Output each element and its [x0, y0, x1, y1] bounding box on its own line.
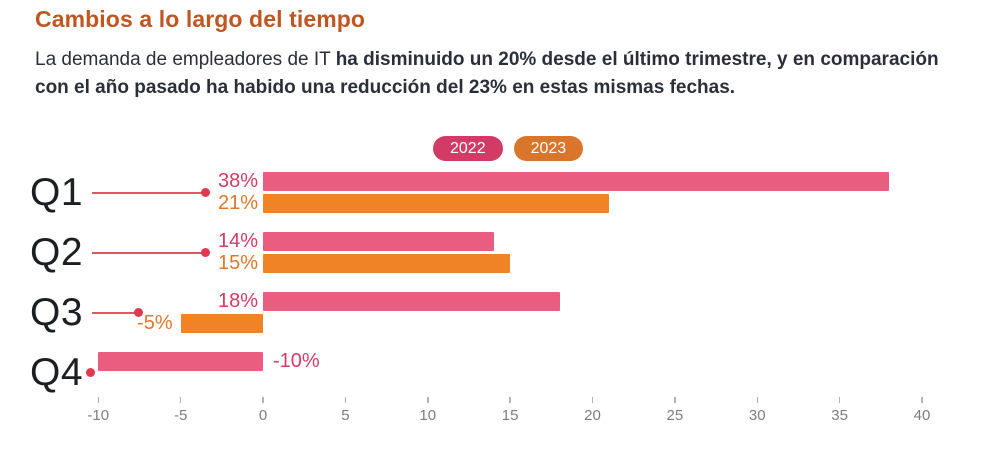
- value-label-2022-q4: -10%: [273, 350, 320, 372]
- leader-line-q2: [92, 252, 205, 254]
- x-axis-tick-20: [591, 397, 594, 403]
- x-axis-tick-30: [756, 397, 758, 403]
- x-axis-label--5: -5: [173, 407, 188, 424]
- x-axis-tick-40: [921, 397, 923, 403]
- bar-2023-q1: [263, 194, 609, 213]
- value-label-2022-q2: 14%: [217, 230, 258, 252]
- bar-2022-q2: [263, 232, 494, 251]
- leader-dot-q3: [134, 308, 143, 317]
- category-label-q3: Q3: [30, 291, 84, 334]
- bar-2022-q1: [263, 172, 890, 191]
- bar-2023-q3: [180, 314, 263, 333]
- value-label-2023-q1: 21%: [217, 192, 258, 214]
- bar-2023-q2: [263, 254, 511, 273]
- value-label-2022-q1: 38%: [217, 170, 258, 192]
- leader-dot-q2: [201, 248, 210, 257]
- subtitle-bold-text: ha disminuido un 20% desde el último tri…: [35, 49, 939, 98]
- x-axis-tick--10: [97, 397, 99, 403]
- legend-pill-2022[interactable]: 2022: [433, 136, 503, 161]
- x-axis-label-25: 25: [666, 407, 684, 424]
- x-axis-label-35: 35: [831, 407, 848, 424]
- x-axis-tick--5: [179, 397, 182, 403]
- chart-legend: 2022 2023: [433, 136, 584, 161]
- category-label-q4: Q4: [30, 351, 84, 394]
- legend-pill-2023[interactable]: 2023: [513, 136, 584, 161]
- x-axis-label-15: 15: [501, 407, 519, 424]
- leader-dot-q4: [86, 368, 95, 377]
- x-axis-tick-5: [344, 397, 347, 403]
- x-axis-label-40: 40: [913, 407, 931, 424]
- category-label-q2: Q2: [30, 231, 84, 274]
- x-axis-tick-15: [509, 397, 511, 403]
- x-axis-tick-25: [674, 397, 676, 403]
- value-label-2022-q3: 18%: [217, 290, 258, 312]
- leader-line-q3: [92, 312, 138, 314]
- value-label-2023-q3: -5%: [137, 312, 173, 334]
- x-axis-tick-35: [838, 397, 841, 403]
- x-axis-label--10: -10: [87, 407, 110, 424]
- value-label-2023-q2: 15%: [217, 252, 258, 274]
- bar-2022-q3: [263, 292, 560, 311]
- page-title: Cambios a lo largo del tiempo: [35, 6, 366, 32]
- leader-line-q1: [92, 192, 205, 194]
- x-axis-label-20: 20: [584, 407, 601, 424]
- x-axis-label-0: 0: [258, 407, 268, 424]
- page-subtitle: La demanda de empleadores de IT ha dismi…: [35, 46, 945, 102]
- x-axis-label-5: 5: [341, 407, 350, 424]
- x-axis-label-10: 10: [419, 407, 437, 424]
- category-label-q1: Q1: [30, 171, 84, 214]
- x-axis-tick-10: [427, 397, 429, 403]
- subtitle-regular-text: La demanda de empleadores de IT: [35, 49, 336, 70]
- leader-dot-q1: [201, 188, 210, 197]
- x-axis-tick-0: [262, 397, 264, 403]
- bar-2022-q4: [98, 352, 263, 371]
- x-axis-label-30: 30: [748, 407, 766, 424]
